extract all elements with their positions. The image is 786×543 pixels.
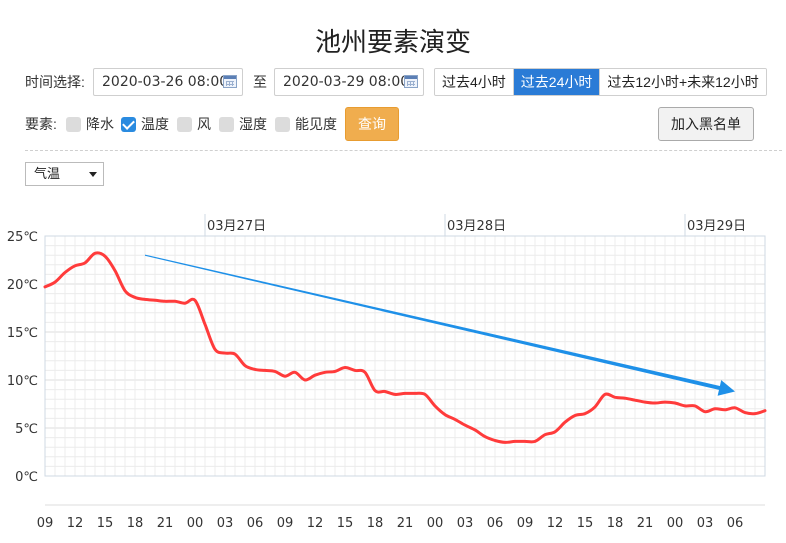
calendar-icon[interactable] <box>223 75 237 88</box>
x-tick-label: 21 <box>157 516 174 531</box>
x-tick-label: 18 <box>367 516 384 531</box>
checkbox-precipitation[interactable]: 降水 <box>66 115 114 133</box>
checkbox-icon[interactable] <box>219 116 234 132</box>
to-label: 至 <box>253 74 267 90</box>
x-tick-label: 18 <box>607 516 624 531</box>
variable-select[interactable]: 气温 <box>25 162 104 186</box>
x-tick-label: 21 <box>637 516 654 531</box>
y-tick-label: 5℃ <box>15 422 38 437</box>
chart-series <box>43 251 767 444</box>
x-tick-label: 21 <box>397 516 414 531</box>
checkbox-label: 温度 <box>141 116 169 132</box>
checkbox-label: 能见度 <box>295 116 337 132</box>
range-past12-future12-button[interactable]: 过去12小时+未来12小时 <box>600 69 766 95</box>
checkbox-label: 风 <box>197 116 211 132</box>
calendar-icon[interactable] <box>404 75 418 88</box>
start-date-input[interactable]: 2020-03-26 08:00 <box>93 68 243 96</box>
plot-border <box>44 235 766 477</box>
query-button[interactable]: 查询 <box>345 107 399 141</box>
checkbox-humidity[interactable]: 湿度 <box>219 115 267 133</box>
x-tick-label: 12 <box>307 516 324 531</box>
y-tick-label: 15℃ <box>7 326 38 341</box>
x-tick-label: 06 <box>247 516 264 531</box>
x-tick-label: 06 <box>487 516 504 531</box>
end-date-value: 2020-03-29 08:00 <box>283 74 410 90</box>
x-tick-label: 03 <box>457 516 474 531</box>
checkbox-icon[interactable] <box>177 116 192 132</box>
x-tick-label: 09 <box>37 516 54 531</box>
add-to-blacklist-button[interactable]: 加入黑名单 <box>658 107 754 141</box>
x-tick-label: 00 <box>187 516 204 531</box>
range-past-4h-button[interactable]: 过去4小时 <box>435 69 514 95</box>
page-title: 池州要素演变 <box>314 28 471 58</box>
day-labels: 03月27日 03月28日 03月29日 <box>204 214 746 236</box>
divider <box>25 150 782 151</box>
day-label: 03月27日 <box>207 219 266 234</box>
y-tick-label: 0℃ <box>15 470 38 485</box>
temperature-line <box>43 251 767 444</box>
range-past-24h-button[interactable]: 过去24小时 <box>513 69 601 95</box>
checkbox-icon[interactable] <box>66 116 81 132</box>
y-tick-label: 20℃ <box>7 278 38 293</box>
trend-arrow <box>144 254 735 396</box>
elements-label: 要素: <box>25 116 57 132</box>
time-range-group: 过去4小时 过去24小时 过去12小时+未来12小时 <box>434 68 767 96</box>
chevron-down-icon <box>89 172 97 177</box>
day-label: 03月29日 <box>687 219 746 234</box>
temperature-chart: 03月27日 03月28日 03月29日 0℃ 5℃ 10℃ 15℃ 20℃ 25℃ 09 12… <box>7 214 767 531</box>
elements-row: 要素: 降水 温度 风 湿度 能见度 查询 加入黑名单 <box>25 107 770 141</box>
x-axis: 09 12 15 18 21 00 03 06 09 12 15 18 21 00 03 06 09 12 15 18… <box>37 504 765 531</box>
time-select-label: 时间选择: <box>25 74 85 90</box>
checkbox-temperature[interactable]: 温度 <box>121 115 169 133</box>
checkbox-wind[interactable]: 风 <box>177 115 211 133</box>
x-tick-label: 15 <box>337 516 354 531</box>
y-tick-label: 25℃ <box>7 230 38 245</box>
time-select-row: 时间选择: 2020-03-26 08:00 至 2020-03-29 08:0… <box>25 68 770 96</box>
checkbox-label: 湿度 <box>239 116 267 132</box>
checkbox-visibility[interactable]: 能见度 <box>275 115 337 133</box>
x-tick-label: 03 <box>697 516 714 531</box>
x-tick-label: 00 <box>667 516 684 531</box>
y-tick-label: 10℃ <box>7 374 38 389</box>
day-label: 03月28日 <box>447 219 506 234</box>
trend-arrow-shape <box>144 254 735 396</box>
x-tick-label: 06 <box>727 516 744 531</box>
variable-select-value: 气温 <box>34 166 61 181</box>
checkbox-label: 降水 <box>86 116 114 132</box>
checkbox-icon[interactable] <box>275 116 290 132</box>
end-date-input[interactable]: 2020-03-29 08:00 <box>274 68 424 96</box>
x-tick-label: 00 <box>427 516 444 531</box>
x-tick-label: 15 <box>97 516 114 531</box>
x-tick-label: 12 <box>67 516 84 531</box>
x-tick-label: 15 <box>577 516 594 531</box>
start-date-value: 2020-03-26 08:00 <box>102 74 229 90</box>
y-axis: 0℃ 5℃ 10℃ 15℃ 20℃ 25℃ <box>7 230 38 485</box>
chart-grid <box>44 235 766 477</box>
checkbox-checked-icon[interactable] <box>121 116 136 132</box>
x-tick-label: 03 <box>217 516 234 531</box>
x-tick-label: 09 <box>277 516 294 531</box>
x-tick-label: 18 <box>127 516 144 531</box>
x-tick-label: 09 <box>517 516 534 531</box>
x-tick-label: 12 <box>547 516 564 531</box>
